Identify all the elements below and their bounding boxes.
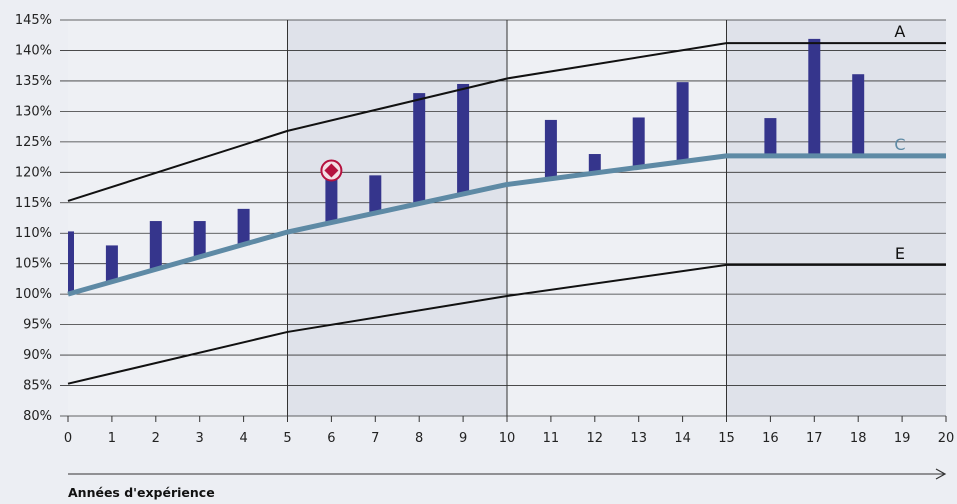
range-bar-11 xyxy=(544,119,557,179)
y-tick-label: 85% xyxy=(23,379,52,394)
range-bar-4 xyxy=(237,208,250,246)
range-bar-17 xyxy=(808,38,821,156)
x-tick-label: 15 xyxy=(718,431,735,446)
range-bar-12 xyxy=(588,154,601,173)
x-tick-label: 13 xyxy=(630,431,647,446)
y-tick-label: 130% xyxy=(15,104,52,119)
x-tick-label: 14 xyxy=(674,431,691,446)
range-bar-9 xyxy=(457,83,470,195)
range-bar-0 xyxy=(68,231,74,295)
line-c xyxy=(67,153,946,297)
y-tick-label: 140% xyxy=(15,43,52,58)
y-tick-label: 135% xyxy=(15,74,52,89)
range-bar-2 xyxy=(149,221,162,270)
range-bar-8 xyxy=(413,93,426,204)
x-tick-label: 2 xyxy=(152,431,160,446)
x-tick-label: 20 xyxy=(938,431,955,446)
range-bar-1 xyxy=(105,245,118,282)
x-tick-label: 4 xyxy=(239,431,247,446)
range-bar-13 xyxy=(632,117,645,167)
x-tick-label: 6 xyxy=(327,431,335,446)
range-bar-6 xyxy=(325,170,338,223)
x-tick-label: 0 xyxy=(64,431,72,446)
y-tick-label: 90% xyxy=(23,348,52,363)
y-tick-label: 80% xyxy=(23,409,52,424)
x-tick-label: 16 xyxy=(762,431,779,446)
y-tick-label: 120% xyxy=(15,165,52,180)
x-tick-label: 5 xyxy=(283,431,291,446)
line-e xyxy=(67,263,946,385)
x-tick-label: 9 xyxy=(459,431,467,446)
x-tick-label: 10 xyxy=(499,431,516,446)
x-tick-label: 19 xyxy=(894,431,911,446)
y-tick-label: 110% xyxy=(15,226,52,241)
y-tick-label: 115% xyxy=(15,196,52,211)
shaded-band-0 xyxy=(287,20,507,416)
range-bar-14 xyxy=(676,82,689,162)
line-label-e: E xyxy=(895,244,905,263)
x-tick-label: 7 xyxy=(371,431,379,446)
x-axis-arrow-head xyxy=(935,468,947,480)
x-tick-label: 8 xyxy=(415,431,423,446)
range-bar-3 xyxy=(193,221,206,258)
x-tick-label: 3 xyxy=(196,431,204,446)
x-tick-label: 12 xyxy=(587,431,604,446)
line-a xyxy=(67,42,946,202)
x-tick-label: 17 xyxy=(806,431,823,446)
y-tick-label: 95% xyxy=(23,318,52,333)
x-axis-title: Années d'expérience xyxy=(68,485,215,500)
y-tick-label: 125% xyxy=(15,135,52,150)
marker-diamond xyxy=(324,163,339,178)
y-tick-label: 145% xyxy=(15,13,52,28)
range-bar-18 xyxy=(852,74,865,156)
y-tick-label: 100% xyxy=(15,287,52,302)
shaded-band-1 xyxy=(726,20,946,416)
x-tick-label: 1 xyxy=(108,431,116,446)
y-tick-label: 105% xyxy=(15,257,52,272)
x-tick-label: 18 xyxy=(850,431,867,446)
line-label-a: A xyxy=(894,22,905,41)
line-label-c: C xyxy=(894,135,905,154)
range-bar-7 xyxy=(369,175,382,212)
x-tick-label: 11 xyxy=(543,431,560,446)
range-bar-16 xyxy=(764,118,777,156)
